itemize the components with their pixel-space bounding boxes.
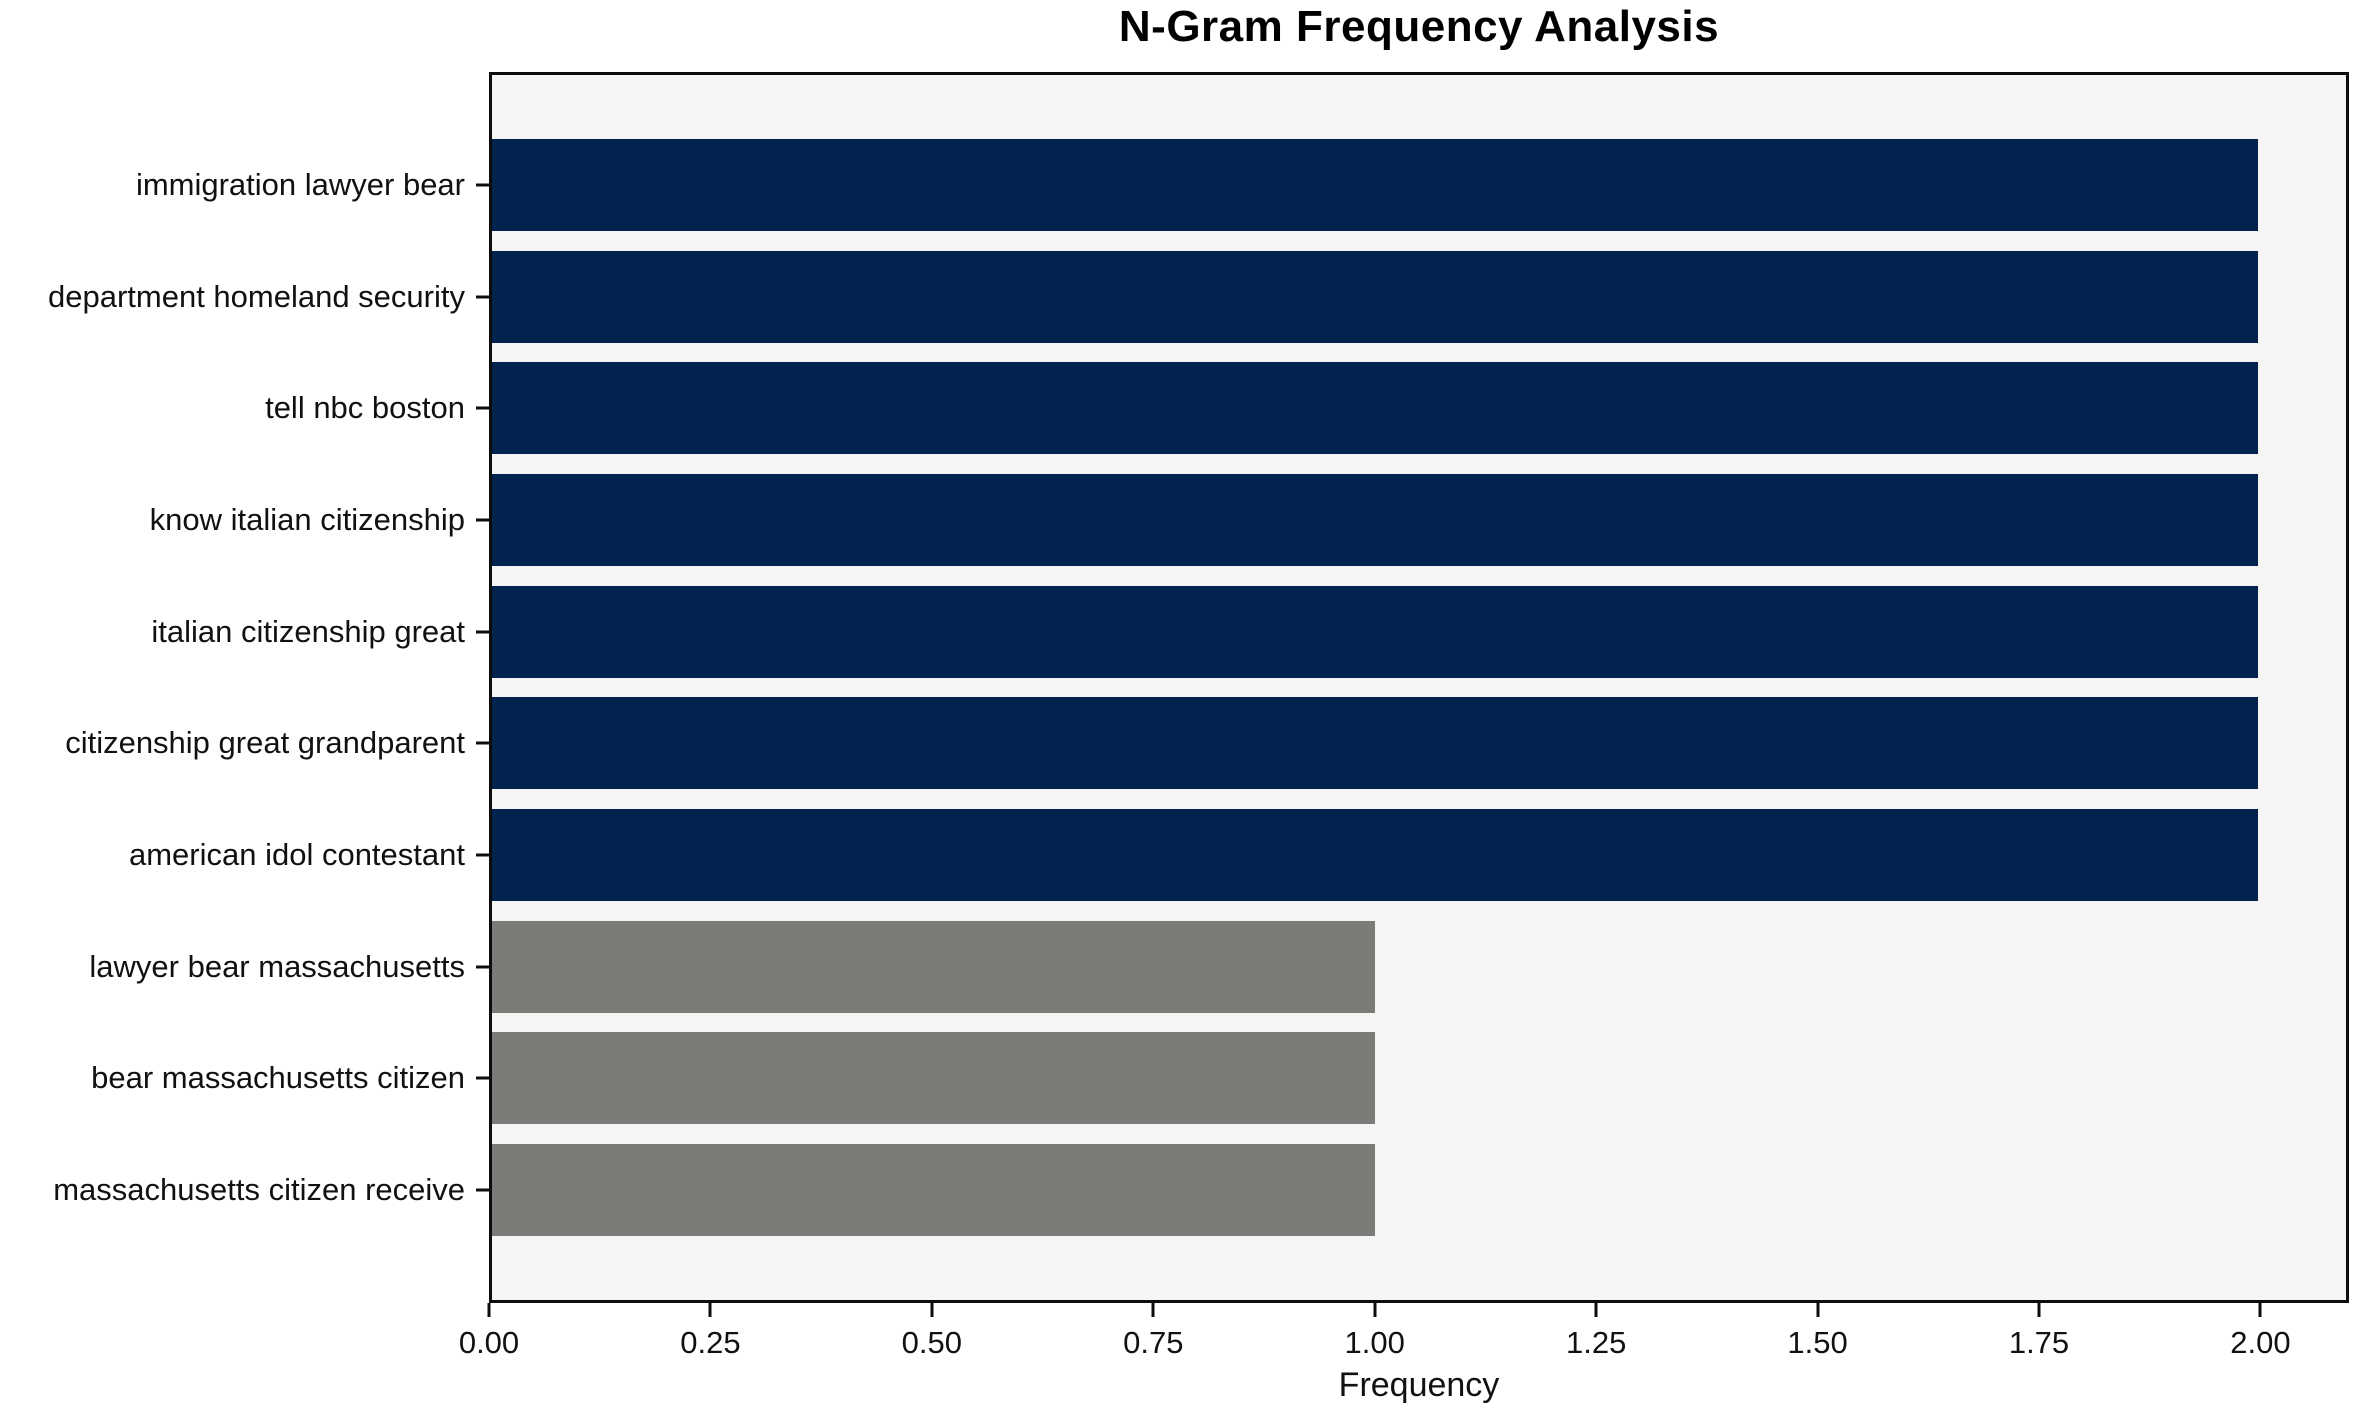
bar-row: lawyer bear massachusetts xyxy=(89,911,2346,1023)
x-tick-mark xyxy=(2258,1303,2262,1317)
x-tick-label: 0.50 xyxy=(901,1325,963,1360)
y-tick-mark xyxy=(476,183,489,187)
y-tick-label: american idol contestant xyxy=(128,837,465,873)
x-tick-mark xyxy=(1594,1303,1598,1317)
y-tick-mark xyxy=(476,406,489,410)
y-tick-label: italian citizenship great xyxy=(151,613,465,649)
y-tick-label: massachusetts citizen receive xyxy=(53,1172,465,1208)
bar-row: american idol contestant xyxy=(129,799,2346,911)
y-tick-label: tell nbc boston xyxy=(265,390,465,426)
bar-row: tell nbc boston xyxy=(265,352,2346,464)
y-tick-label: bear massachusetts citizen xyxy=(91,1060,465,1096)
bar xyxy=(492,920,1375,1013)
x-tick-mark xyxy=(1151,1303,1155,1317)
bar-row: know italian citizenship xyxy=(150,464,2346,576)
x-tick-label: 1.25 xyxy=(1565,1325,1627,1360)
bar xyxy=(492,1032,1375,1125)
x-tick-mark xyxy=(1816,1303,1820,1317)
bar-row: bear massachusetts citizen xyxy=(91,1023,2346,1135)
y-tick-mark xyxy=(476,518,489,522)
y-tick-mark xyxy=(476,1076,489,1080)
bar-row: massachusetts citizen receive xyxy=(53,1134,2346,1246)
bar-row: italian citizenship great xyxy=(151,576,2346,688)
y-tick-label: lawyer bear massachusetts xyxy=(89,948,465,984)
bar xyxy=(492,138,2258,231)
y-tick-label: immigration lawyer bear xyxy=(135,166,465,202)
x-tick-label: 0.25 xyxy=(680,1325,741,1360)
bar xyxy=(492,362,2258,455)
x-tick-mark xyxy=(487,1303,491,1317)
bars-area: immigration lawyer bear department homela… xyxy=(48,75,2346,1300)
y-tick-mark xyxy=(476,853,489,857)
bar xyxy=(492,250,2258,343)
y-tick-label: know italian citizenship xyxy=(149,501,465,537)
bar xyxy=(492,473,2258,566)
bar xyxy=(492,1144,1375,1237)
x-tick-label: 0.75 xyxy=(1123,1325,1184,1360)
y-tick-mark xyxy=(476,741,489,745)
bar-row: citizenship great grandparent xyxy=(65,688,2346,800)
x-tick-label: 1.50 xyxy=(1787,1325,1848,1360)
x-tick-label: 1.75 xyxy=(2008,1325,2070,1360)
y-tick-label: department homeland security xyxy=(47,278,465,314)
x-axis-label: Frequency xyxy=(1338,1366,1500,1404)
x-tick-mark xyxy=(1373,1303,1377,1317)
x-tick-label: 0.00 xyxy=(458,1325,520,1360)
bar xyxy=(492,809,2258,902)
x-tick-mark xyxy=(708,1303,712,1317)
y-tick-mark xyxy=(476,295,489,299)
bar xyxy=(492,697,2258,790)
bar-row: department homeland security xyxy=(48,241,2346,353)
x-tick-label: 1.00 xyxy=(1344,1325,1405,1360)
x-tick-mark xyxy=(930,1303,934,1317)
plot-area: immigration lawyer bear department homela… xyxy=(48,72,2349,1303)
bar-row: immigration lawyer bear xyxy=(136,129,2346,241)
y-tick-mark xyxy=(476,965,489,969)
chart-title: N-Gram Frequency Analysis xyxy=(1118,2,1720,51)
y-tick-mark xyxy=(476,630,489,634)
y-tick-mark xyxy=(476,1188,489,1192)
x-tick-mark xyxy=(2037,1303,2041,1317)
y-tick-label: citizenship great grandparent xyxy=(65,725,465,761)
x-tick-label: 2.00 xyxy=(2230,1325,2291,1360)
bar xyxy=(492,585,2258,678)
